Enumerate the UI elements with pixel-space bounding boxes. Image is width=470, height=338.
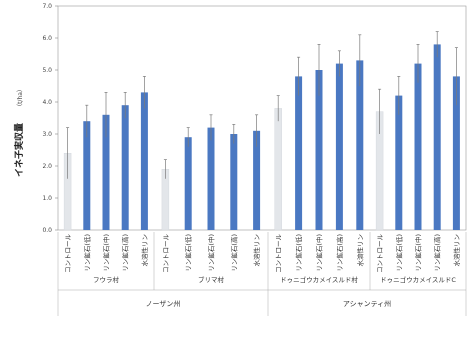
group-label: ドゥニゴウカメイスルドC xyxy=(380,275,456,284)
category-label: 水溶性リン xyxy=(452,234,461,267)
category-label: リン鉱石(高) xyxy=(335,234,344,272)
group-label: ブリマ村 xyxy=(198,275,225,284)
y-axis-ticks: 0.0 1.0 2.0 3.0 4.0 5.0 6.0 7.0 xyxy=(42,3,58,234)
bar xyxy=(121,105,129,230)
category-label: 水溶性リン xyxy=(252,234,261,267)
bar xyxy=(315,70,323,230)
bars-layer xyxy=(63,31,460,231)
category-label: リン鉱石(低) xyxy=(394,234,403,272)
group-labels: フウラ村 ブリマ村 ドゥニゴウカメイスルド村 ドゥニゴウカメイスルドC xyxy=(57,232,467,316)
y-tick-label: 3.0 xyxy=(42,131,52,138)
category-label: リン鉱石(高) xyxy=(121,234,130,272)
region-label: アシャンティ州 xyxy=(343,300,391,308)
category-label: リン鉱石(低) xyxy=(294,234,303,272)
bar xyxy=(207,127,215,230)
y-tick-label: 1.0 xyxy=(42,195,52,202)
category-label: リン鉱石(低) xyxy=(82,234,91,272)
y-axis-title: イネ子実収量 xyxy=(13,123,25,177)
group-label: フウラ村 xyxy=(93,275,120,284)
y-tick-label: 7.0 xyxy=(42,3,52,10)
bar xyxy=(253,130,261,230)
category-label: コントロール xyxy=(376,234,384,274)
bar xyxy=(274,108,282,231)
category-label: 水溶性リン xyxy=(355,234,364,267)
category-label: リン鉱石(中) xyxy=(207,234,216,272)
y-axis-unit: （t/ha） xyxy=(17,86,24,110)
y-tick-label: 4.0 xyxy=(42,99,52,106)
category-label: リン鉱石(高) xyxy=(229,234,238,272)
region-label: ノーザン州 xyxy=(146,300,181,308)
bar xyxy=(140,92,148,231)
bar xyxy=(83,121,91,230)
bar xyxy=(414,63,422,230)
bar xyxy=(335,63,343,230)
category-label: コントロール xyxy=(162,234,170,274)
y-tick-label: 0.0 xyxy=(42,227,52,234)
category-label: リン鉱石(中) xyxy=(414,234,423,272)
plot-frame xyxy=(57,5,467,231)
bar xyxy=(295,76,303,231)
y-tick-label: 6.0 xyxy=(42,35,52,42)
category-label: コントロール xyxy=(64,234,72,274)
bar xyxy=(356,60,364,231)
bar xyxy=(102,114,110,230)
bar xyxy=(184,137,192,230)
category-label: リン鉱石(低) xyxy=(184,234,193,272)
bar xyxy=(230,134,238,230)
y-tick-label: 5.0 xyxy=(42,67,52,74)
category-label: 水溶性リン xyxy=(140,234,149,267)
bar xyxy=(395,95,403,230)
group-label: ドゥニゴウカメイスルド村 xyxy=(280,275,358,284)
category-label: リン鉱石(高) xyxy=(433,234,442,272)
bar xyxy=(452,76,460,231)
plot-border xyxy=(57,5,467,231)
region-labels: ノーザン州 アシャンティ州 xyxy=(146,300,392,308)
category-label: コントロール xyxy=(275,234,283,274)
category-label: リン鉱石(中) xyxy=(102,234,111,272)
category-label: リン鉱石(中) xyxy=(315,234,324,272)
y-tick-label: 2.0 xyxy=(42,163,52,170)
bar xyxy=(433,44,441,231)
category-labels: コントロール リン鉱石(低) リン鉱石(中) リン鉱石(高) 水溶性リン コントロール リン… xyxy=(64,234,461,274)
